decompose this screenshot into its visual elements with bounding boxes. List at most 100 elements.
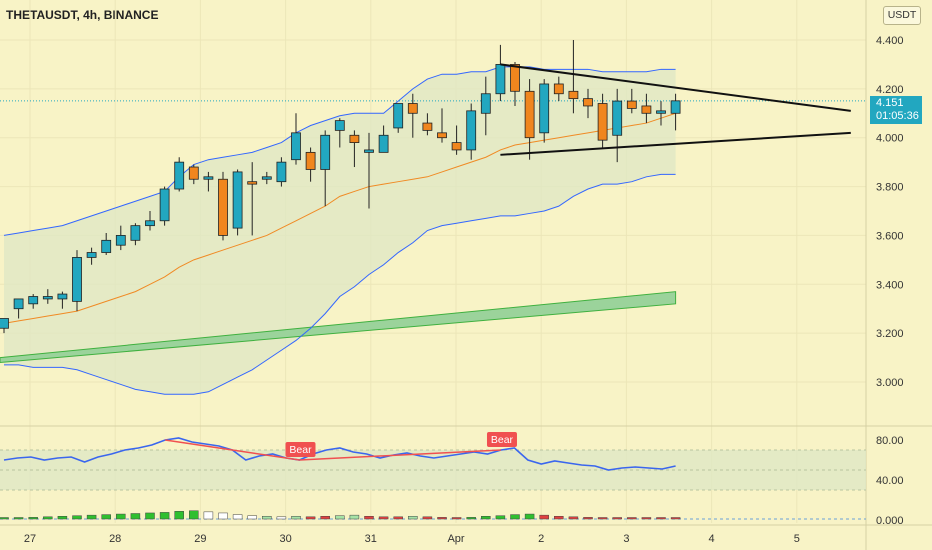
histogram-bar xyxy=(524,513,535,520)
candle-body xyxy=(378,134,389,153)
candle-body xyxy=(247,181,258,185)
histogram-bar xyxy=(145,512,155,520)
triangle-lower-line[interactable] xyxy=(500,131,851,156)
histogram-bar xyxy=(291,516,301,520)
histogram-bar xyxy=(28,517,38,520)
candle-body xyxy=(583,98,593,107)
histogram-bar xyxy=(408,516,418,520)
bar-countdown: 01:05:36 xyxy=(876,110,919,122)
histogram-bar xyxy=(203,511,214,520)
bear-label-text: Bear xyxy=(289,444,312,456)
candle-body xyxy=(28,296,39,305)
candle-body xyxy=(72,257,82,302)
time-axis-label: 5 xyxy=(794,533,800,545)
histogram-bar xyxy=(554,516,564,520)
price-axis-label: 3.200 xyxy=(876,328,904,340)
rsi-line xyxy=(3,437,676,471)
candle-body xyxy=(203,176,214,180)
candle-body xyxy=(670,100,681,114)
candle-body xyxy=(261,176,272,180)
time-axis-label: 4 xyxy=(709,533,715,545)
histogram-bar xyxy=(451,517,462,520)
bear-label-box xyxy=(486,432,517,447)
bear-label-box xyxy=(285,442,316,457)
triangle-upper-line[interactable] xyxy=(500,63,851,112)
histogram-bar xyxy=(305,516,316,520)
time-axis-label: 27 xyxy=(24,533,36,545)
candle-body xyxy=(276,161,287,183)
histogram-bar xyxy=(422,516,433,520)
candle-body xyxy=(334,120,345,131)
histogram-bar xyxy=(174,511,184,520)
candle-body xyxy=(553,83,564,95)
histogram-bar xyxy=(72,515,82,520)
candle-body xyxy=(42,296,53,300)
histogram-bar xyxy=(612,517,622,520)
histogram-bar xyxy=(262,516,272,520)
histogram-bar xyxy=(0,517,9,520)
histogram-bar xyxy=(43,516,53,520)
candle-body xyxy=(188,166,199,180)
candle-body xyxy=(130,225,141,241)
candle-body xyxy=(466,110,477,151)
histogram-bar xyxy=(130,513,141,520)
histogram-bar xyxy=(583,517,593,520)
histogram-bar xyxy=(232,514,243,520)
price-axis-label: 3.400 xyxy=(876,279,904,291)
candle-body xyxy=(597,103,608,141)
price-axis-label: 4.400 xyxy=(876,35,904,47)
histogram-bar xyxy=(349,514,360,520)
time-axis-label: 3 xyxy=(623,533,629,545)
candle-body xyxy=(320,134,331,170)
current-price-value: 4.151 xyxy=(876,97,904,109)
candle-body xyxy=(57,293,68,300)
candle-body xyxy=(393,103,404,129)
candle-body xyxy=(159,188,170,222)
histogram-bar xyxy=(466,517,476,520)
candle-body xyxy=(495,64,506,95)
candle-body xyxy=(656,110,666,114)
time-axis-label: 28 xyxy=(109,533,121,545)
candle-body xyxy=(291,132,301,161)
price-axis-label: 3.000 xyxy=(876,377,904,389)
histogram-bar xyxy=(86,514,97,520)
histogram-bar xyxy=(393,516,403,520)
candle-body xyxy=(145,220,155,227)
bear-divergence-line xyxy=(165,439,300,461)
histogram-bar xyxy=(437,517,447,520)
candle-body xyxy=(480,93,491,114)
price-axis-label: 3.800 xyxy=(876,182,904,194)
bear-divergence-line xyxy=(299,449,502,461)
rsi-axis-label: 80.00 xyxy=(876,435,904,447)
price-axis-label: 3.600 xyxy=(876,230,904,242)
histogram-bar xyxy=(159,512,170,520)
histogram-bar xyxy=(320,516,330,520)
candle-body xyxy=(0,318,9,329)
bollinger-lower xyxy=(4,173,676,395)
candle-body xyxy=(568,90,579,100)
histogram-bar xyxy=(568,516,579,520)
histogram-bar xyxy=(670,517,681,520)
candle-body xyxy=(115,235,126,246)
histogram-bar xyxy=(189,510,199,520)
candles xyxy=(0,40,681,334)
currency-badge[interactable]: USDT xyxy=(883,6,921,25)
trend-channel xyxy=(0,291,677,363)
candle-body xyxy=(174,161,185,190)
histogram-bar xyxy=(276,516,287,520)
time-axis-label: 30 xyxy=(279,533,291,545)
time-axis-label: Apr xyxy=(447,533,464,545)
candle-body xyxy=(349,134,360,143)
candle-body xyxy=(86,252,97,258)
histogram-bar xyxy=(116,513,126,520)
histogram-bar xyxy=(378,516,389,520)
candle-body xyxy=(510,64,520,92)
rsi-axis-label: 40.00 xyxy=(876,475,904,487)
candle-body xyxy=(437,132,447,139)
histogram-bar xyxy=(101,514,111,520)
price-axis-label: 4.000 xyxy=(876,133,904,145)
candle-body xyxy=(626,100,637,109)
histogram-bar xyxy=(57,516,68,520)
